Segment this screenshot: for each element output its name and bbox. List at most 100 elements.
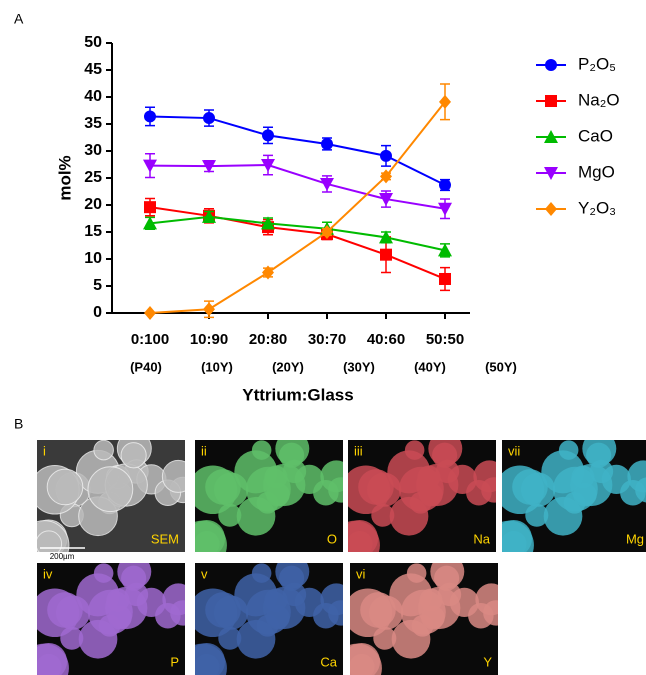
legend-label: MgO (578, 162, 615, 181)
particle (205, 592, 241, 628)
figure: A B mol% Yttrium:Glass 0 5 10 15 20 25 30 35 40 4… (0, 0, 646, 675)
marker (380, 150, 392, 162)
particle (347, 531, 373, 557)
marker (262, 129, 274, 141)
micrograph-label: ii (201, 443, 207, 458)
marker (439, 273, 451, 285)
panel-label: B (14, 416, 23, 432)
scale-bar-label: 200µm (50, 552, 75, 561)
micrograph-label: i (43, 443, 46, 458)
marker (321, 138, 333, 150)
legend-label: P₂O₅ (578, 54, 616, 73)
particle (246, 467, 291, 512)
x-tick-label: 20:80 (249, 331, 287, 348)
particle (320, 460, 352, 492)
particle (405, 440, 425, 460)
particle (358, 469, 394, 505)
y-tick-label: 35 (84, 115, 102, 132)
particle (399, 467, 444, 512)
micrograph-element: Y (483, 654, 492, 669)
micrograph-element: Mg (626, 531, 644, 546)
particle (407, 563, 427, 583)
particle (162, 583, 194, 615)
particle (205, 469, 241, 505)
y-tick-label: 5 (93, 277, 102, 294)
x-tick-sublabel: (P40) (130, 359, 162, 374)
marker (203, 302, 215, 316)
marker (144, 306, 156, 320)
x-tick-sublabel: (10Y) (201, 359, 233, 374)
particle (432, 443, 457, 468)
micrograph-element: O (327, 531, 337, 546)
particle (586, 443, 611, 468)
x-tick-label: 0:100 (131, 331, 169, 348)
marker (144, 201, 156, 213)
panel-label: A (14, 11, 24, 27)
micrograph-label: vii (508, 443, 520, 458)
micrograph (20, 432, 196, 570)
y-tick-label: 10 (84, 250, 102, 267)
legend-marker (545, 95, 557, 107)
series-line (150, 217, 445, 250)
particle (320, 583, 352, 615)
series-line (150, 165, 445, 209)
y-tick-label: 50 (84, 34, 102, 51)
micrograph-element: Na (473, 531, 490, 546)
particle (553, 467, 598, 512)
legend-marker (545, 202, 557, 216)
marker (439, 179, 451, 191)
particle (501, 531, 527, 557)
y-tick-label: 15 (84, 223, 102, 240)
x-tick-label: 50:50 (426, 331, 464, 348)
legend-label: CaO (578, 126, 613, 145)
y-tick-label: 40 (84, 88, 102, 105)
particle (121, 443, 146, 468)
y-tick-label: 45 (84, 61, 102, 78)
particle (194, 531, 220, 557)
particle (434, 566, 459, 591)
series-line (150, 102, 445, 313)
particle (252, 440, 272, 460)
marker (438, 203, 452, 216)
y-tick-label: 30 (84, 142, 102, 159)
marker (380, 249, 392, 261)
micrograph-element: SEM (151, 531, 179, 546)
particle (88, 467, 133, 512)
legend-label: Na₂O (578, 90, 620, 109)
micrograph-element: P (170, 654, 179, 669)
particle (279, 566, 304, 591)
particle (47, 592, 83, 628)
particle (121, 566, 146, 591)
particle (94, 563, 114, 583)
x-tick-sublabel: (40Y) (414, 359, 446, 374)
y-tick-label: 0 (93, 304, 102, 321)
x-axis-title: Yttrium:Glass (242, 385, 353, 404)
y-tick-label: 20 (84, 196, 102, 213)
particle (252, 563, 272, 583)
marker (144, 110, 156, 122)
x-tick-sublabel: (50Y) (485, 359, 517, 374)
particle (88, 590, 133, 635)
legend-marker (545, 59, 557, 71)
x-tick-label: 30:70 (308, 331, 346, 348)
micrograph-label: vi (356, 566, 366, 581)
particle (401, 590, 446, 635)
particle (475, 583, 507, 615)
micrograph-element: Ca (320, 654, 337, 669)
x-tick-sublabel: (30Y) (343, 359, 375, 374)
particle (162, 460, 194, 492)
x-tick-label: 10:90 (190, 331, 228, 348)
y-tick-label: 25 (84, 169, 102, 186)
legend-label: Y₂O₃ (578, 198, 616, 217)
marker (203, 112, 215, 124)
particle (94, 440, 114, 460)
y-axis-title: mol% (55, 155, 74, 200)
particle (360, 592, 396, 628)
micrograph-label: v (201, 566, 208, 581)
x-tick-label: 40:60 (367, 331, 405, 348)
micrograph-label: iii (354, 443, 363, 458)
particle (246, 590, 291, 635)
particle (559, 440, 579, 460)
particle (512, 469, 548, 505)
particle (47, 469, 83, 505)
